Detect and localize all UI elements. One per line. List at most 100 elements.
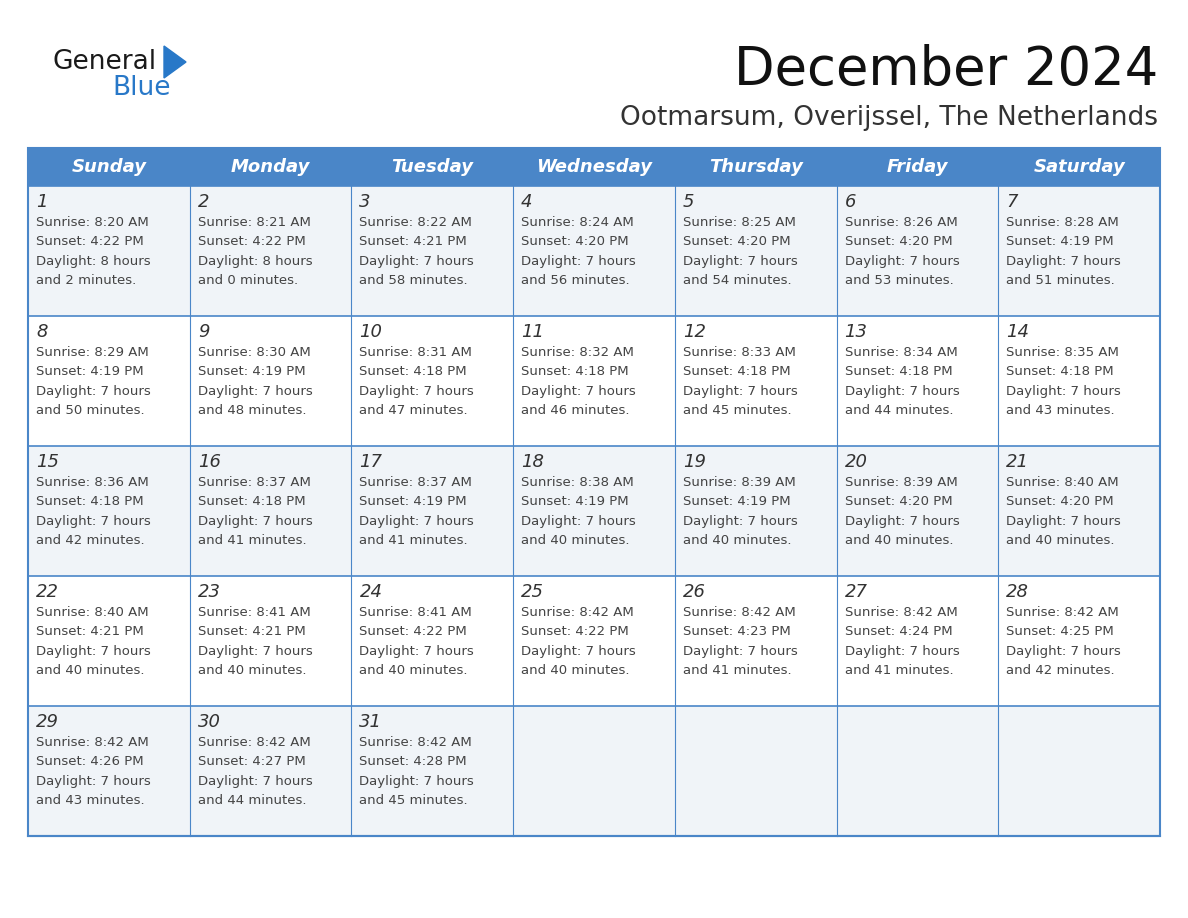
Text: Ootmarsum, Overijssel, The Netherlands: Ootmarsum, Overijssel, The Netherlands <box>620 105 1158 131</box>
Text: Daylight: 7 hours: Daylight: 7 hours <box>1006 644 1121 657</box>
Text: and 42 minutes.: and 42 minutes. <box>36 534 145 547</box>
Text: Sunset: 4:23 PM: Sunset: 4:23 PM <box>683 625 790 638</box>
Text: Daylight: 7 hours: Daylight: 7 hours <box>845 514 960 528</box>
Text: and 53 minutes.: and 53 minutes. <box>845 274 953 287</box>
Text: and 41 minutes.: and 41 minutes. <box>845 664 953 677</box>
Text: 24: 24 <box>360 583 383 601</box>
Text: Daylight: 7 hours: Daylight: 7 hours <box>845 644 960 657</box>
Text: Sunset: 4:21 PM: Sunset: 4:21 PM <box>36 625 144 638</box>
Text: 21: 21 <box>1006 453 1029 471</box>
Text: Sunrise: 8:24 AM: Sunrise: 8:24 AM <box>522 216 634 229</box>
Text: and 40 minutes.: and 40 minutes. <box>683 534 791 547</box>
Text: Sunrise: 8:40 AM: Sunrise: 8:40 AM <box>36 606 148 619</box>
Text: Daylight: 7 hours: Daylight: 7 hours <box>845 385 960 397</box>
Text: Sunrise: 8:21 AM: Sunrise: 8:21 AM <box>197 216 310 229</box>
Text: 13: 13 <box>845 323 867 341</box>
Text: Daylight: 7 hours: Daylight: 7 hours <box>1006 254 1121 267</box>
Text: 28: 28 <box>1006 583 1029 601</box>
Text: Sunset: 4:19 PM: Sunset: 4:19 PM <box>197 365 305 378</box>
Text: Sunrise: 8:29 AM: Sunrise: 8:29 AM <box>36 345 148 359</box>
Text: Daylight: 7 hours: Daylight: 7 hours <box>522 644 636 657</box>
Text: and 44 minutes.: and 44 minutes. <box>197 794 307 807</box>
Text: and 50 minutes.: and 50 minutes. <box>36 404 145 417</box>
Text: 4: 4 <box>522 193 532 211</box>
Text: and 43 minutes.: and 43 minutes. <box>36 794 145 807</box>
Text: Sunset: 4:18 PM: Sunset: 4:18 PM <box>1006 365 1114 378</box>
Text: 5: 5 <box>683 193 694 211</box>
Text: 31: 31 <box>360 713 383 731</box>
Text: Daylight: 7 hours: Daylight: 7 hours <box>360 514 474 528</box>
Text: and 41 minutes.: and 41 minutes. <box>197 534 307 547</box>
Text: Sunset: 4:22 PM: Sunset: 4:22 PM <box>36 235 144 248</box>
Text: Sunset: 4:18 PM: Sunset: 4:18 PM <box>197 495 305 508</box>
Bar <box>29 186 1159 316</box>
Text: 18: 18 <box>522 453 544 471</box>
Text: and 2 minutes.: and 2 minutes. <box>36 274 137 287</box>
Text: 7: 7 <box>1006 193 1018 211</box>
Text: 10: 10 <box>360 323 383 341</box>
Text: Sunrise: 8:41 AM: Sunrise: 8:41 AM <box>360 606 472 619</box>
Text: Sunset: 4:21 PM: Sunset: 4:21 PM <box>197 625 305 638</box>
Text: and 40 minutes.: and 40 minutes. <box>522 664 630 677</box>
Bar <box>29 706 1159 836</box>
Text: Sunrise: 8:40 AM: Sunrise: 8:40 AM <box>1006 476 1119 488</box>
Text: Sunrise: 8:38 AM: Sunrise: 8:38 AM <box>522 476 634 488</box>
Text: Thursday: Thursday <box>709 158 803 176</box>
Text: Sunrise: 8:26 AM: Sunrise: 8:26 AM <box>845 216 958 229</box>
Text: Daylight: 7 hours: Daylight: 7 hours <box>522 254 636 267</box>
Text: Sunset: 4:18 PM: Sunset: 4:18 PM <box>683 365 790 378</box>
Text: 30: 30 <box>197 713 221 731</box>
Text: and 47 minutes.: and 47 minutes. <box>360 404 468 417</box>
Text: 12: 12 <box>683 323 706 341</box>
Text: Friday: Friday <box>886 158 948 176</box>
Text: Sunset: 4:19 PM: Sunset: 4:19 PM <box>1006 235 1114 248</box>
Text: Sunset: 4:28 PM: Sunset: 4:28 PM <box>360 755 467 768</box>
Text: December 2024: December 2024 <box>734 44 1158 96</box>
Text: and 56 minutes.: and 56 minutes. <box>522 274 630 287</box>
Text: and 58 minutes.: and 58 minutes. <box>360 274 468 287</box>
Text: 11: 11 <box>522 323 544 341</box>
Text: and 42 minutes.: and 42 minutes. <box>1006 664 1114 677</box>
Text: Sunset: 4:18 PM: Sunset: 4:18 PM <box>360 365 467 378</box>
Text: Sunset: 4:22 PM: Sunset: 4:22 PM <box>197 235 305 248</box>
Text: Daylight: 7 hours: Daylight: 7 hours <box>197 385 312 397</box>
Text: Daylight: 8 hours: Daylight: 8 hours <box>197 254 312 267</box>
Text: 9: 9 <box>197 323 209 341</box>
Text: Sunrise: 8:42 AM: Sunrise: 8:42 AM <box>1006 606 1119 619</box>
Text: Sunrise: 8:42 AM: Sunrise: 8:42 AM <box>845 606 958 619</box>
Text: Daylight: 7 hours: Daylight: 7 hours <box>36 775 151 788</box>
Text: Sunset: 4:24 PM: Sunset: 4:24 PM <box>845 625 953 638</box>
Text: Sunrise: 8:28 AM: Sunrise: 8:28 AM <box>1006 216 1119 229</box>
Text: Sunrise: 8:36 AM: Sunrise: 8:36 AM <box>36 476 148 488</box>
Text: 3: 3 <box>360 193 371 211</box>
Text: Daylight: 7 hours: Daylight: 7 hours <box>683 385 797 397</box>
Text: Sunset: 4:20 PM: Sunset: 4:20 PM <box>683 235 790 248</box>
Text: Sunrise: 8:33 AM: Sunrise: 8:33 AM <box>683 345 796 359</box>
Text: 26: 26 <box>683 583 706 601</box>
Text: and 40 minutes.: and 40 minutes. <box>36 664 145 677</box>
Text: and 41 minutes.: and 41 minutes. <box>683 664 791 677</box>
Text: and 40 minutes.: and 40 minutes. <box>197 664 307 677</box>
Text: Daylight: 7 hours: Daylight: 7 hours <box>360 254 474 267</box>
Text: Sunday: Sunday <box>71 158 146 176</box>
Text: Daylight: 7 hours: Daylight: 7 hours <box>522 514 636 528</box>
Text: Sunrise: 8:42 AM: Sunrise: 8:42 AM <box>197 735 310 748</box>
Text: 23: 23 <box>197 583 221 601</box>
Text: Sunset: 4:19 PM: Sunset: 4:19 PM <box>683 495 790 508</box>
Text: Daylight: 7 hours: Daylight: 7 hours <box>36 514 151 528</box>
Text: Daylight: 7 hours: Daylight: 7 hours <box>1006 385 1121 397</box>
Text: Wednesday: Wednesday <box>536 158 652 176</box>
Text: Sunrise: 8:31 AM: Sunrise: 8:31 AM <box>360 345 473 359</box>
Text: Sunset: 4:19 PM: Sunset: 4:19 PM <box>36 365 144 378</box>
Text: Daylight: 7 hours: Daylight: 7 hours <box>197 644 312 657</box>
Text: Sunrise: 8:20 AM: Sunrise: 8:20 AM <box>36 216 148 229</box>
Text: Sunset: 4:26 PM: Sunset: 4:26 PM <box>36 755 144 768</box>
Bar <box>29 148 1159 836</box>
Text: Daylight: 7 hours: Daylight: 7 hours <box>1006 514 1121 528</box>
Text: Sunset: 4:20 PM: Sunset: 4:20 PM <box>522 235 628 248</box>
Text: Sunrise: 8:39 AM: Sunrise: 8:39 AM <box>845 476 958 488</box>
Polygon shape <box>164 46 187 78</box>
Text: and 40 minutes.: and 40 minutes. <box>360 664 468 677</box>
Text: Sunrise: 8:42 AM: Sunrise: 8:42 AM <box>683 606 796 619</box>
Text: Daylight: 7 hours: Daylight: 7 hours <box>360 775 474 788</box>
